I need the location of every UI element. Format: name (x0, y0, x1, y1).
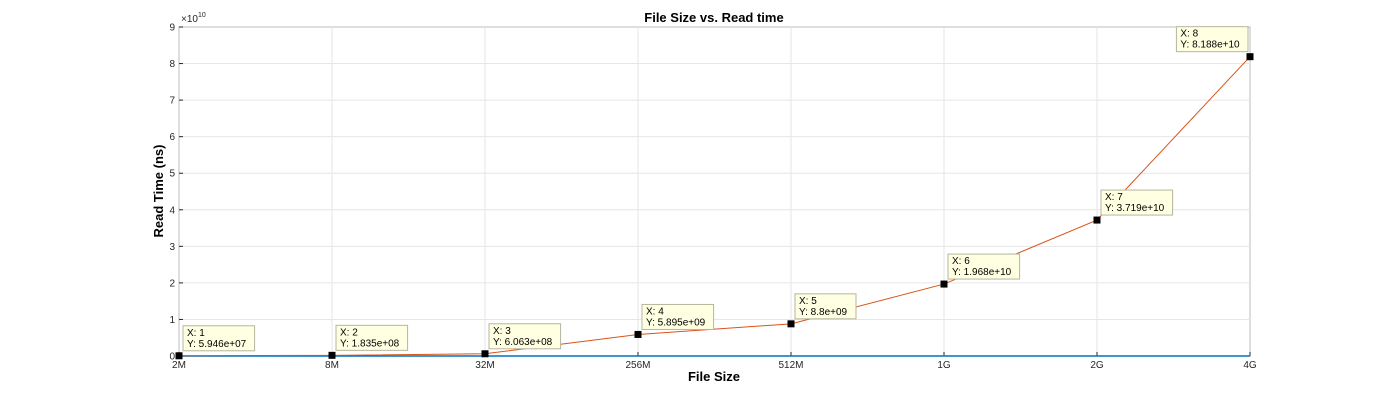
data-point-marker (940, 280, 948, 288)
datatip-y-text: Y: 1.968e+10 (952, 267, 1012, 278)
datatip-y-text: Y: 8.8e+09 (799, 307, 848, 318)
datatip: X: 7Y: 3.719e+10 (1100, 189, 1174, 216)
x-tick-label: 512M (778, 360, 803, 371)
y-tick-label: 3 (169, 242, 175, 253)
datatip: X: 8Y: 8.188e+10 (1175, 26, 1249, 53)
datatip: X: 5Y: 8.8e+09 (794, 293, 857, 320)
data-point-marker (1246, 53, 1254, 61)
y-exponent-label: ×1010 (181, 12, 206, 25)
x-tick-label: 4G (1243, 360, 1257, 371)
x-axis-label: File Size (688, 369, 740, 384)
datatip-x-text: X: 2 (340, 327, 358, 338)
data-point-marker (175, 352, 183, 360)
y-tick-label: 4 (169, 205, 175, 216)
datatip-x-text: X: 8 (1180, 29, 1198, 40)
datatip-box (947, 253, 1021, 280)
datatip-box (1100, 189, 1174, 216)
y-tick-label: 9 (169, 23, 175, 34)
y-axis-label: Read Time (ns) (151, 145, 166, 238)
datatip-box (182, 325, 256, 352)
x-tick-label: 2G (1090, 360, 1104, 371)
x-tick-label: 2M (172, 360, 186, 371)
y-tick-label: 1 (169, 315, 175, 326)
data-point-marker (481, 350, 489, 358)
y-tick-label: 7 (169, 96, 175, 107)
y-tick-label: 5 (169, 169, 175, 180)
data-point-marker (1093, 216, 1101, 224)
datatips: X: 1Y: 5.946e+07 X: 2Y: 1.835e+08 X: 3Y: 6… (182, 26, 1249, 352)
datatip-x-text: X: 6 (952, 256, 970, 267)
axes: 2M 8M 32M 256M 512M 1G 2G 4G 0 1 2 3 4 5 6 7 8 9 (169, 23, 1256, 372)
series (175, 53, 1254, 360)
x-tick-label: 256M (625, 360, 650, 371)
datatip-y-text: Y: 1.835e+08 (340, 338, 400, 349)
datatip-box (335, 324, 409, 351)
datatip-box (641, 303, 715, 330)
datatip-y-text: Y: 3.719e+10 (1105, 203, 1165, 214)
y-tick-label: 8 (169, 59, 175, 70)
datatip: X: 1Y: 5.946e+07 (182, 325, 256, 352)
datatip-box (488, 323, 562, 350)
datatip-y-text: Y: 8.188e+10 (1180, 40, 1240, 51)
y-tick-label: 6 (169, 132, 175, 143)
y-tick-label: 0 (169, 352, 175, 363)
chart-title: File Size vs. Read time (644, 10, 783, 25)
datatip-y-text: Y: 5.895e+09 (646, 317, 706, 328)
x-tick-label: 8M (325, 360, 339, 371)
datatip-x-text: X: 5 (799, 296, 817, 307)
x-tick-label: 32M (475, 360, 494, 371)
datatip-box (1175, 26, 1249, 53)
datatip-x-text: X: 7 (1105, 192, 1123, 203)
datatip-x-text: X: 3 (493, 326, 511, 337)
data-point-marker (787, 320, 795, 328)
grid (179, 27, 1250, 356)
data-point-marker (634, 330, 642, 338)
datatip: X: 4Y: 5.895e+09 (641, 303, 715, 330)
y-tick-label: 2 (169, 278, 175, 289)
datatip-y-text: Y: 6.063e+08 (493, 337, 553, 348)
series-line (178, 56, 1251, 357)
data-point-marker (328, 351, 336, 359)
x-tick-label: 1G (937, 360, 951, 371)
plot-area (178, 26, 1251, 357)
datatip-x-text: X: 1 (187, 328, 205, 339)
datatip-box (794, 293, 857, 320)
datatip-x-text: X: 4 (646, 306, 664, 317)
datatip: X: 2Y: 1.835e+08 (335, 324, 409, 351)
datatip: X: 3Y: 6.063e+08 (488, 323, 562, 350)
datatip-y-text: Y: 5.946e+07 (187, 339, 247, 350)
datatip: X: 6Y: 1.968e+10 (947, 253, 1021, 280)
